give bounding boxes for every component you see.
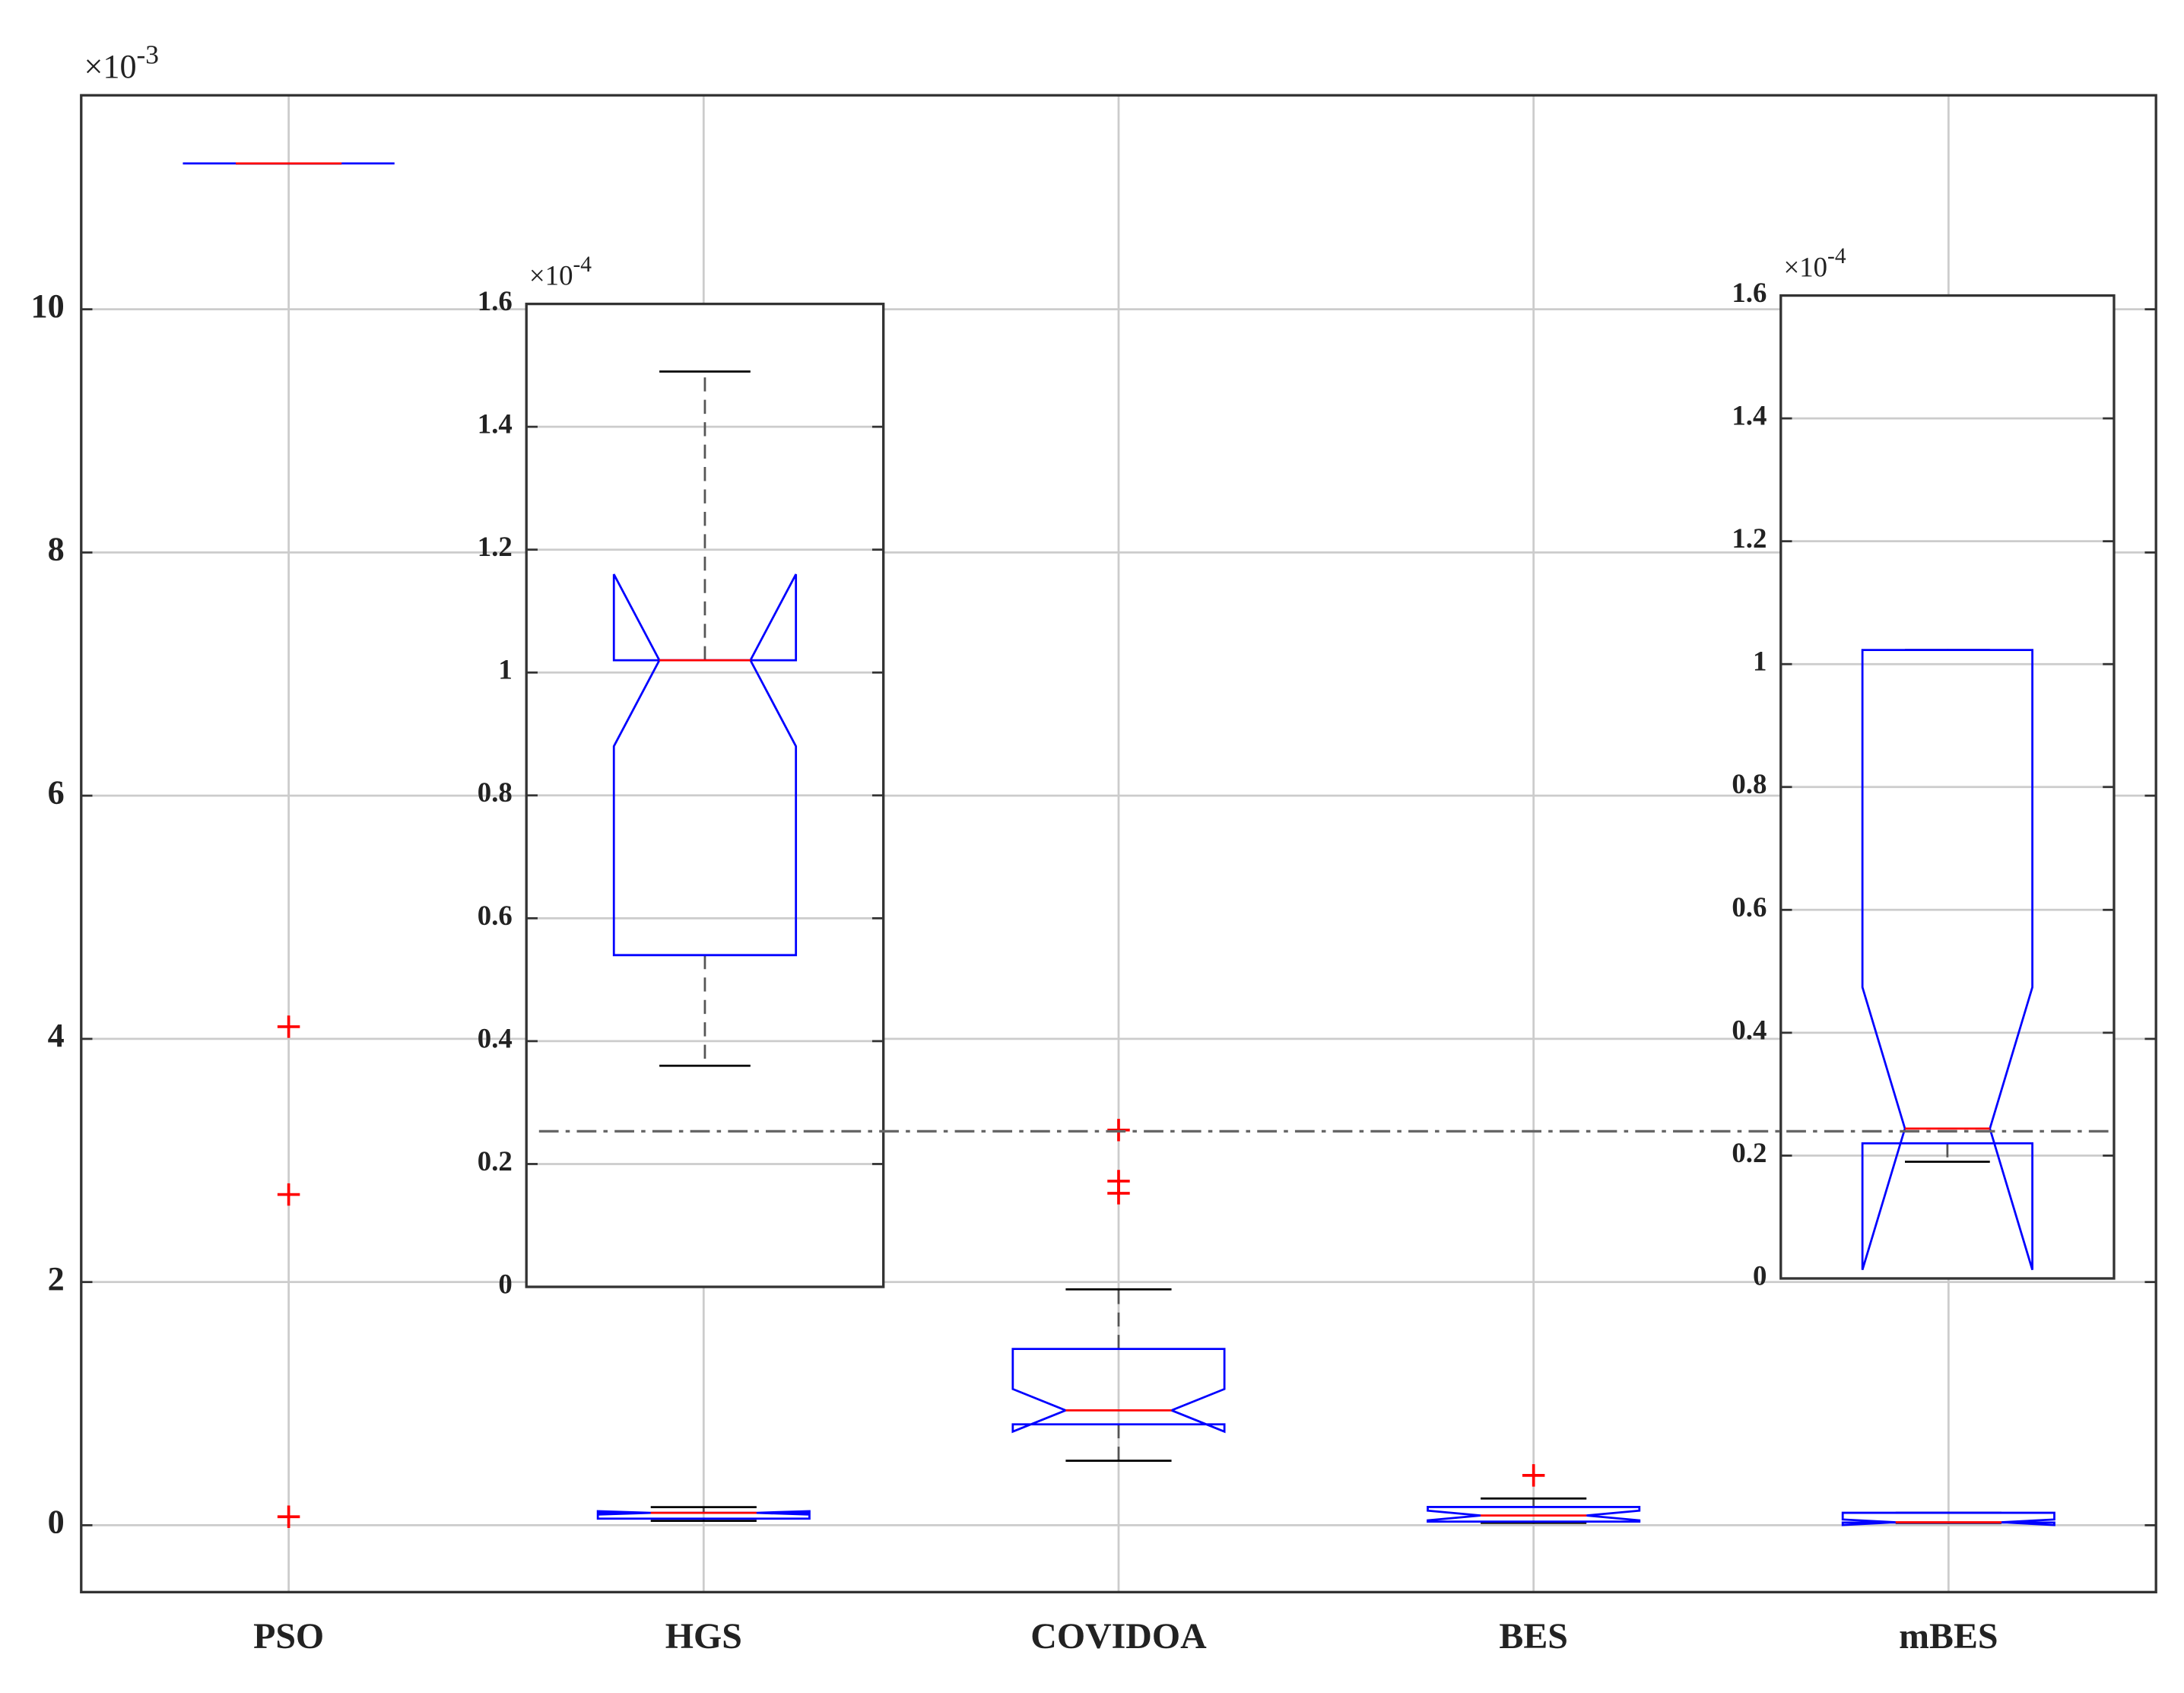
outlier [277,1505,300,1528]
y-tick-label: 1 [1753,646,1767,677]
multiplier-base: ×10 [1783,252,1827,283]
x-tick-label: PSO [253,1616,324,1656]
y-tick-label: 4 [48,1017,65,1054]
y-tick-label: 8 [48,531,65,568]
multiplier-exponent: -3 [137,40,159,70]
y-tick-label: 1 [498,654,512,685]
y-tick-label: 1.6 [1732,277,1767,308]
y-tick-label: 10 [31,287,65,325]
y-tick-label: 1.4 [478,408,513,440]
x-tick-label: COVIDOA [1030,1616,1207,1656]
x-tick-label: HGS [665,1616,742,1656]
y-tick-label: 0.4 [1732,1014,1767,1045]
outlier [277,1183,300,1206]
y-tick-label: 1.4 [1732,400,1767,431]
multiplier-base: ×10 [84,48,136,85]
box [612,573,798,957]
multiplier-base: ×10 [529,260,573,291]
y-tick-label: 0.4 [478,1022,513,1053]
x-tick-label: BES [1499,1616,1567,1656]
y-tick-label: 0 [498,1268,512,1299]
y-tick-label: 6 [48,773,65,811]
multiplier-exponent: -4 [1827,244,1846,268]
box [596,1510,811,1520]
y-tick-label: 1.2 [1732,523,1767,554]
box [1861,649,2033,1271]
axis-multiplier: ×10-4 [1783,244,1846,283]
y-tick-label: 2 [48,1260,65,1298]
outlier [1522,1464,1545,1487]
axes-frame [80,94,2157,1594]
y-tick-label: 0.6 [1732,891,1767,923]
y-tick-label: 0.8 [1732,768,1767,799]
y-tick-label: 1.6 [478,285,513,316]
y-tick-label: 0 [48,1504,65,1541]
y-tick-label: 0.8 [478,777,513,808]
axis-multiplier: ×10-4 [529,253,592,291]
y-tick-label: 0 [1753,1259,1767,1291]
axes-frame [1779,294,2116,1280]
box [1427,1506,1641,1523]
outlier [277,1015,300,1038]
box [1841,1511,2055,1526]
axes-frame [525,302,885,1288]
outlier [1107,1182,1130,1205]
box [1011,1348,1226,1434]
y-tick-label: 0.2 [1732,1137,1767,1168]
y-tick-label: 0.2 [478,1145,513,1177]
axis-multiplier: ×10-3 [84,40,159,86]
y-tick-label: 1.2 [478,531,513,562]
multiplier-exponent: -4 [573,253,592,277]
x-tick-label: mBES [1899,1616,1998,1656]
y-tick-label: 0.6 [478,900,513,931]
